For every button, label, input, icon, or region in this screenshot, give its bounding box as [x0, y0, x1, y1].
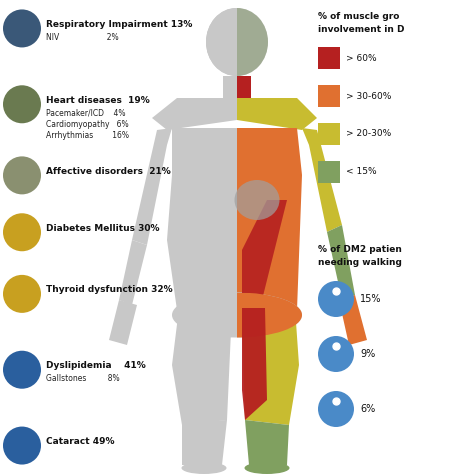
- FancyBboxPatch shape: [318, 85, 340, 107]
- Circle shape: [3, 85, 41, 123]
- Text: 15%: 15%: [360, 294, 382, 304]
- Text: 6%: 6%: [360, 404, 375, 414]
- Ellipse shape: [235, 180, 280, 220]
- Text: Arrhythmias        16%: Arrhythmias 16%: [46, 131, 129, 140]
- Ellipse shape: [206, 8, 268, 76]
- Text: Thyroid dysfunction 32%: Thyroid dysfunction 32%: [46, 285, 173, 294]
- Circle shape: [318, 336, 354, 372]
- Text: Pacemaker/ICD    4%: Pacemaker/ICD 4%: [46, 109, 126, 118]
- Polygon shape: [132, 128, 172, 245]
- Ellipse shape: [206, 8, 268, 76]
- Polygon shape: [237, 98, 317, 130]
- Circle shape: [318, 391, 354, 427]
- Polygon shape: [167, 128, 237, 310]
- Circle shape: [3, 427, 41, 465]
- Circle shape: [318, 281, 354, 317]
- FancyBboxPatch shape: [318, 161, 340, 183]
- Polygon shape: [109, 300, 137, 345]
- Text: involvement in D: involvement in D: [318, 25, 404, 34]
- Text: Respiratory Impairment 13%: Respiratory Impairment 13%: [46, 20, 192, 29]
- Text: Cardiomyopathy   6%: Cardiomyopathy 6%: [46, 120, 128, 129]
- FancyBboxPatch shape: [318, 123, 340, 145]
- Polygon shape: [242, 308, 267, 420]
- Polygon shape: [182, 420, 227, 465]
- Text: < 15%: < 15%: [346, 167, 377, 176]
- Ellipse shape: [206, 8, 266, 76]
- Text: % of DM2 patien: % of DM2 patien: [318, 245, 402, 254]
- FancyBboxPatch shape: [318, 47, 340, 69]
- Polygon shape: [172, 308, 232, 425]
- Circle shape: [3, 213, 41, 251]
- Text: > 20-30%: > 20-30%: [346, 129, 391, 138]
- Text: > 30-60%: > 30-60%: [346, 91, 392, 100]
- Text: > 60%: > 60%: [346, 54, 377, 63]
- Polygon shape: [152, 98, 237, 130]
- Ellipse shape: [245, 462, 290, 474]
- Polygon shape: [237, 128, 302, 310]
- Ellipse shape: [172, 292, 302, 337]
- Text: % of muscle gro: % of muscle gro: [318, 12, 400, 21]
- Text: Affective disorders  21%: Affective disorders 21%: [46, 167, 171, 176]
- Text: Heart diseases  19%: Heart diseases 19%: [46, 96, 150, 105]
- Polygon shape: [242, 308, 299, 425]
- Circle shape: [3, 351, 41, 389]
- Text: Diabetes Mellitus 30%: Diabetes Mellitus 30%: [46, 224, 159, 233]
- Circle shape: [3, 275, 41, 313]
- Polygon shape: [245, 420, 289, 465]
- Ellipse shape: [172, 292, 302, 337]
- Text: NIV                    2%: NIV 2%: [46, 33, 118, 42]
- Polygon shape: [339, 295, 367, 345]
- Text: 9%: 9%: [360, 349, 375, 359]
- Ellipse shape: [182, 462, 227, 474]
- Text: Cataract 49%: Cataract 49%: [46, 437, 115, 446]
- Circle shape: [3, 9, 41, 47]
- Polygon shape: [119, 240, 147, 305]
- Text: Dyslipidemia    41%: Dyslipidemia 41%: [46, 361, 146, 370]
- Polygon shape: [327, 225, 355, 300]
- Text: needing walking: needing walking: [318, 258, 402, 267]
- Polygon shape: [302, 128, 342, 232]
- Polygon shape: [237, 76, 251, 98]
- Polygon shape: [242, 200, 287, 310]
- Text: Gallstones         8%: Gallstones 8%: [46, 374, 119, 383]
- Polygon shape: [223, 76, 237, 98]
- Circle shape: [3, 156, 41, 194]
